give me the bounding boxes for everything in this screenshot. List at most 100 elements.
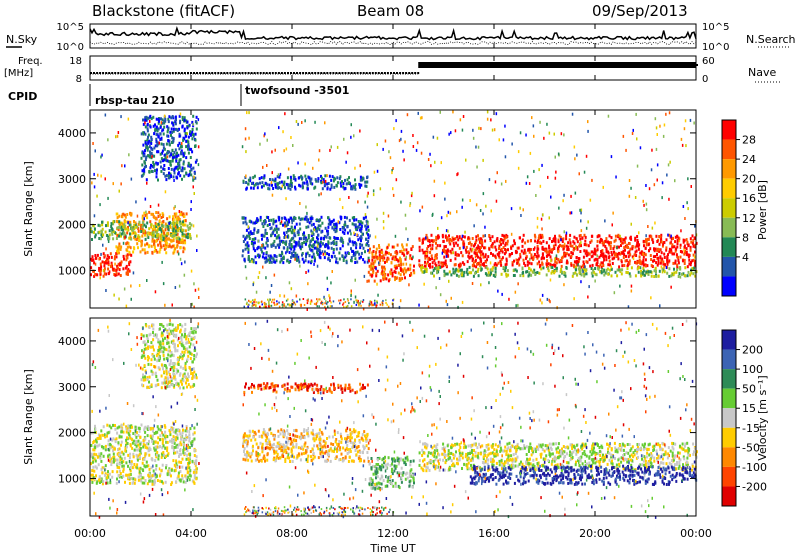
power-cell xyxy=(141,164,143,167)
power-scatter xyxy=(100,175,102,178)
power-cell xyxy=(662,261,664,264)
power-scatter xyxy=(587,130,589,133)
power-cell xyxy=(149,145,151,148)
power-cell xyxy=(138,230,140,233)
power-cell xyxy=(621,264,623,267)
power-cell xyxy=(315,178,317,181)
power-scatter xyxy=(663,135,665,138)
power-cell xyxy=(611,253,613,256)
power-cell xyxy=(183,175,185,178)
power-cell xyxy=(593,252,595,255)
velocity-cell xyxy=(171,469,173,472)
power-cell xyxy=(340,217,342,220)
power-scatter xyxy=(383,227,385,230)
power-cell xyxy=(162,159,164,162)
power-cell xyxy=(91,238,93,241)
power-cell xyxy=(271,261,273,264)
power-scatter xyxy=(284,295,286,298)
velocity-cell xyxy=(142,462,144,465)
power-cell xyxy=(648,249,650,252)
power-cell xyxy=(166,239,168,242)
power-cell xyxy=(600,250,602,253)
velocity-cell xyxy=(185,434,187,437)
power-scatter xyxy=(191,200,193,203)
power-cell xyxy=(403,248,405,251)
power-cell xyxy=(170,116,172,119)
power-scatter xyxy=(680,246,682,249)
power-cell xyxy=(451,239,453,242)
power-scatter xyxy=(636,137,638,140)
power-cell xyxy=(335,230,337,233)
power-cell xyxy=(129,260,131,263)
power-cell xyxy=(603,259,605,262)
velocity-cell xyxy=(119,435,121,438)
power-clutter xyxy=(304,304,306,306)
power-scatter xyxy=(356,233,358,236)
power-cell xyxy=(137,234,139,237)
power-clutter xyxy=(376,302,378,304)
velocity-cell xyxy=(109,425,111,428)
power-cell xyxy=(134,231,136,234)
power-scatter xyxy=(447,303,449,306)
power-cell xyxy=(186,212,188,215)
power-cell xyxy=(159,251,161,254)
power-scatter xyxy=(642,252,644,255)
power-scatter xyxy=(462,129,464,132)
power-cell xyxy=(341,254,343,257)
power-scatter xyxy=(97,174,99,177)
power-cell xyxy=(189,148,191,151)
power-cell xyxy=(281,181,283,184)
power-cell xyxy=(623,264,625,267)
power-scatter xyxy=(462,235,464,238)
power-cell xyxy=(151,213,153,216)
power-cell xyxy=(259,182,261,185)
power-scatter xyxy=(350,232,352,235)
velocity-cell xyxy=(175,480,177,483)
power-scatter xyxy=(345,161,347,164)
power-cell xyxy=(163,120,165,123)
power-panel xyxy=(90,110,696,308)
power-clutter xyxy=(299,299,301,301)
power-scatter xyxy=(599,270,601,273)
power-scatter xyxy=(262,166,264,169)
power-clutter xyxy=(331,305,333,307)
power-clutter xyxy=(278,302,280,304)
power-scatter xyxy=(635,113,637,116)
power-cell xyxy=(297,231,299,234)
power-cell xyxy=(693,245,695,248)
power-cell xyxy=(542,240,544,243)
power-cell xyxy=(355,243,357,246)
velocity-cell xyxy=(129,482,131,485)
power-cell xyxy=(108,261,110,264)
power-scatter xyxy=(683,205,685,208)
velocity-cell xyxy=(173,430,175,433)
power-cell xyxy=(148,117,150,120)
power-cell xyxy=(307,225,309,228)
power-scatter xyxy=(173,207,175,210)
power-scatter xyxy=(555,156,557,159)
power-cell xyxy=(650,258,652,261)
power-cell xyxy=(242,217,244,220)
power-cell xyxy=(174,172,176,175)
power-cell xyxy=(347,178,349,181)
power-cell xyxy=(245,188,247,191)
power-cell xyxy=(462,254,464,257)
power-cell xyxy=(473,244,475,247)
power-cell xyxy=(176,240,178,243)
power-cell xyxy=(488,234,490,237)
power-cell xyxy=(147,138,149,141)
power-scatter xyxy=(159,142,161,145)
power-scatter xyxy=(271,284,273,287)
power-cell xyxy=(467,260,469,263)
power-clutter xyxy=(350,298,352,300)
power-clutter xyxy=(286,300,288,302)
power-cell xyxy=(406,252,408,255)
power-cell xyxy=(521,250,523,253)
power-cell xyxy=(350,247,352,250)
power-cell xyxy=(295,188,297,191)
power-cell xyxy=(288,243,290,246)
power-cell xyxy=(681,251,683,254)
power-clutter xyxy=(273,302,275,304)
power-scatter xyxy=(659,304,661,307)
power-cell xyxy=(171,239,173,242)
